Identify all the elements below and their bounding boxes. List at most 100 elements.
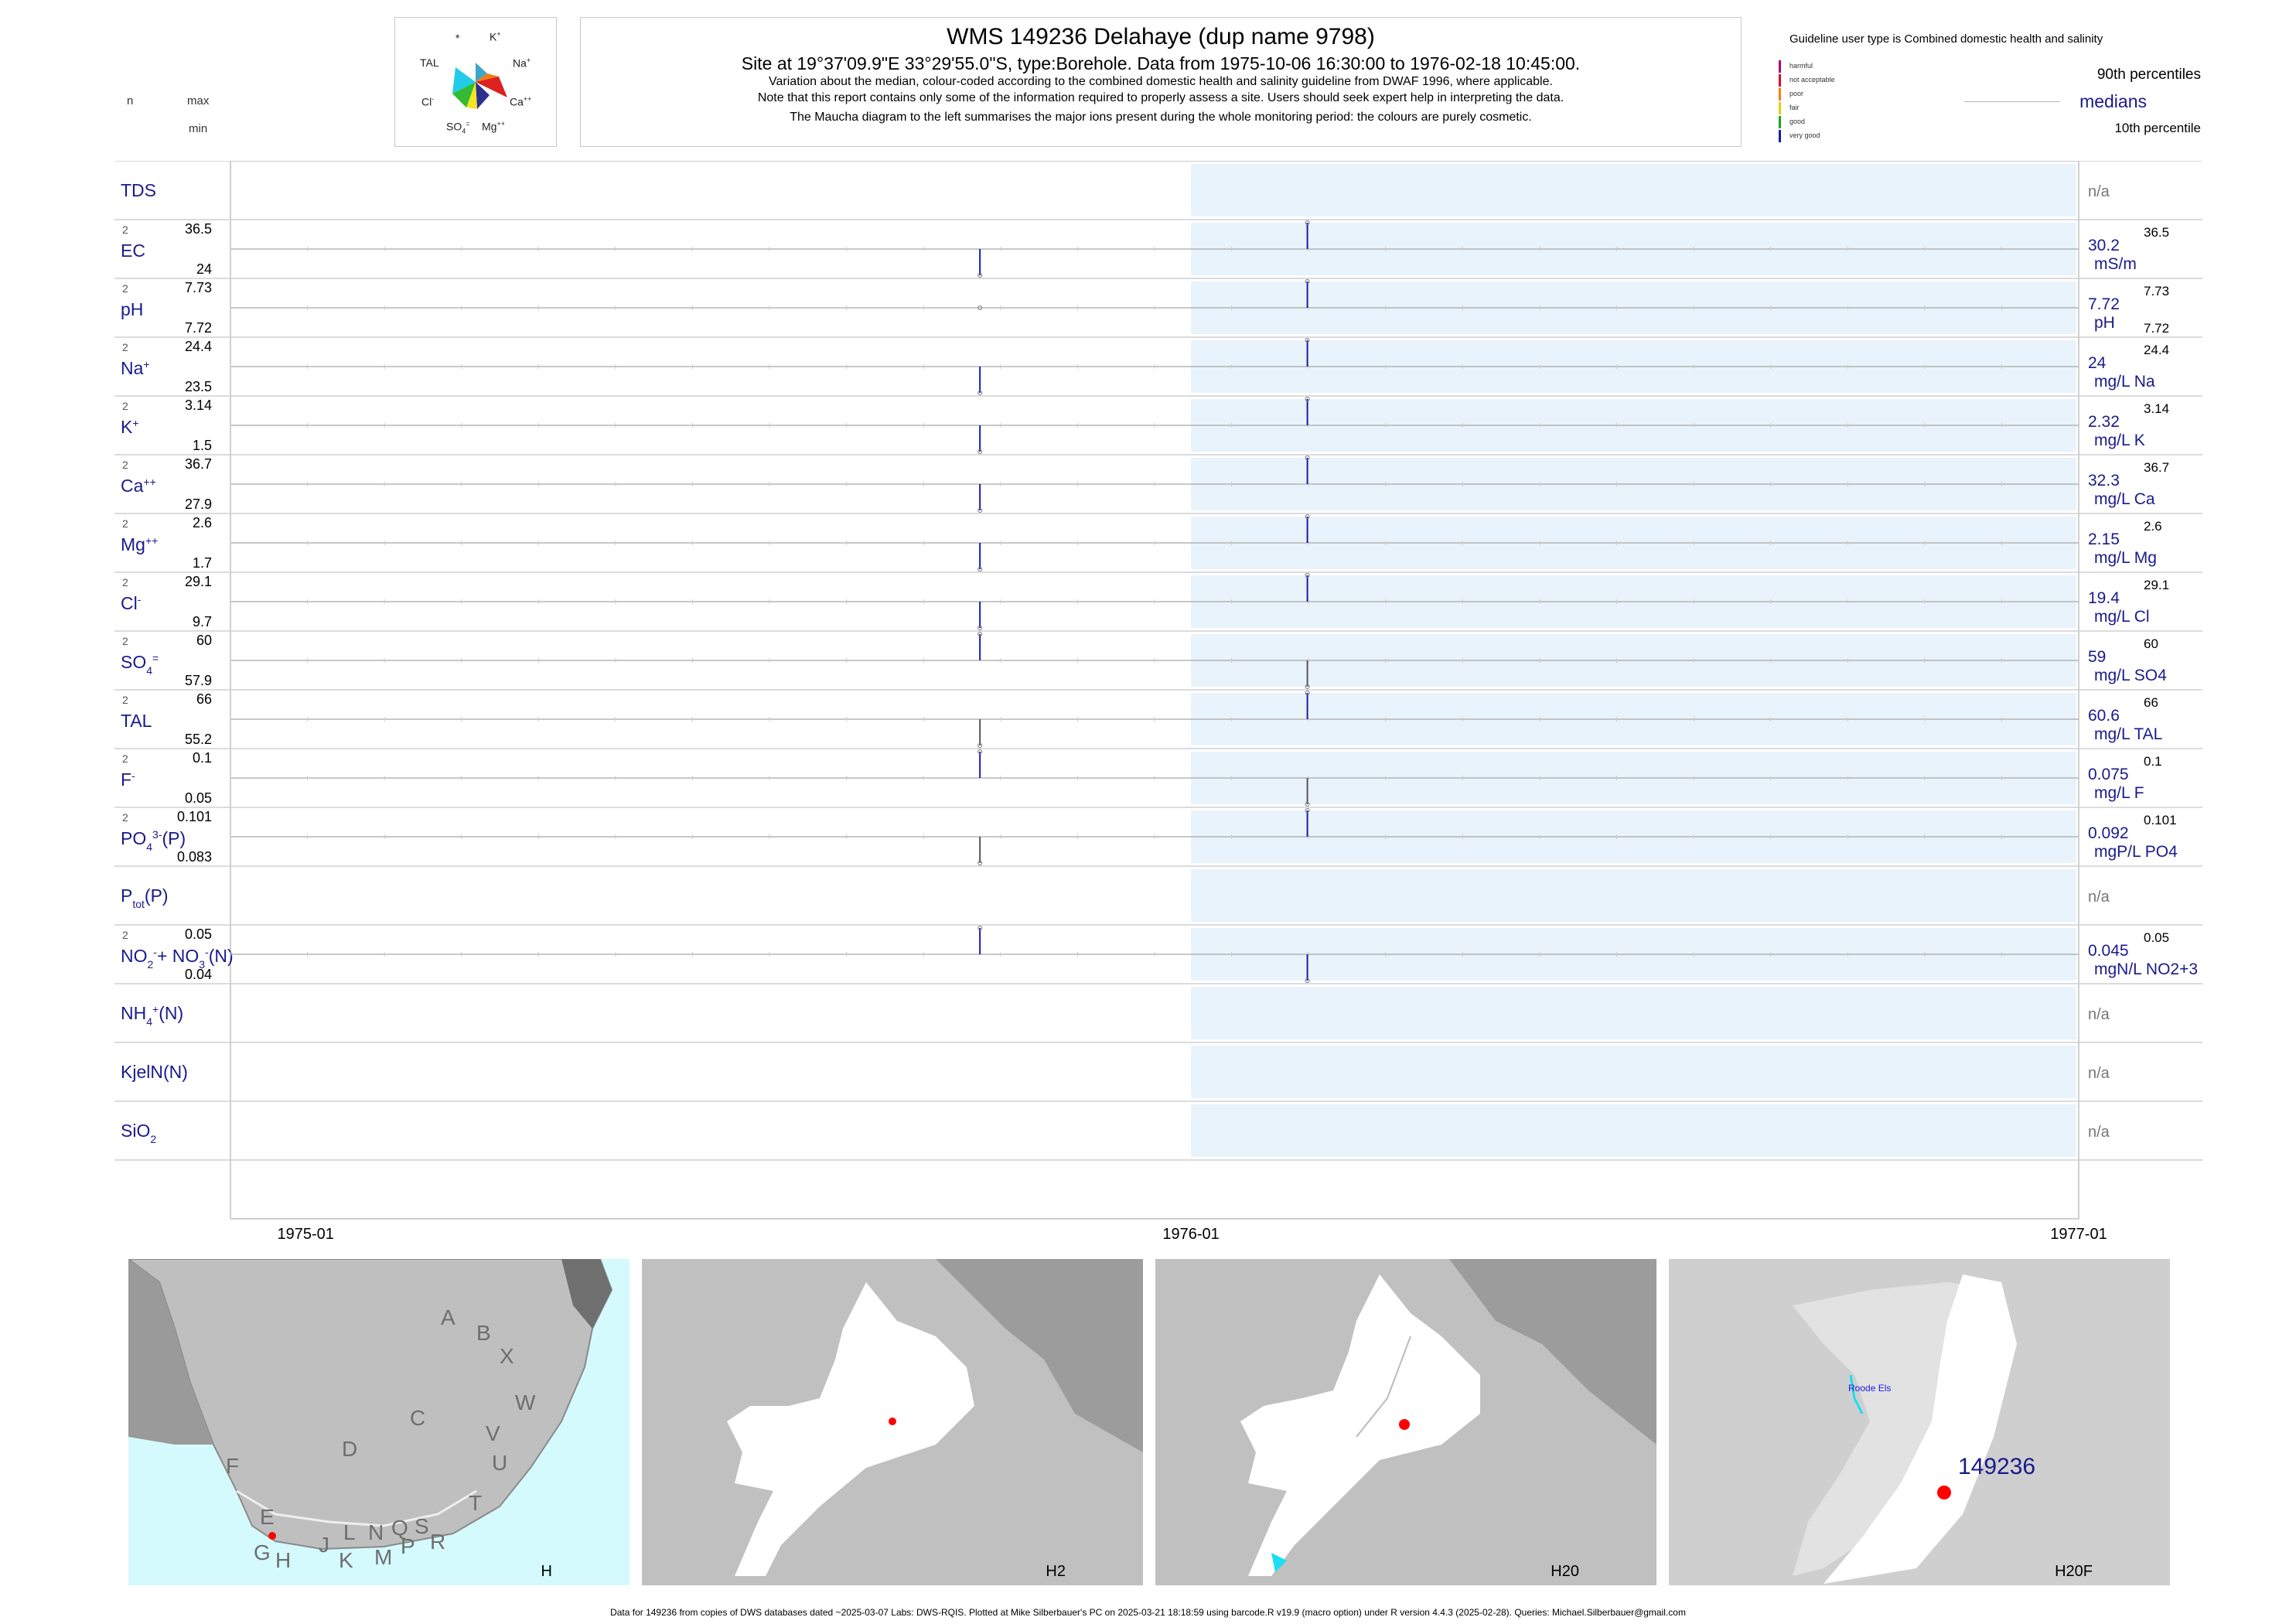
sample-point-tal-0 xyxy=(977,743,983,748)
sample-point-so-1 xyxy=(1305,684,1310,689)
maucha-label-mg: Mg++ xyxy=(482,120,505,133)
guideline-swatch-not-acceptable xyxy=(1779,74,1781,87)
param-label-na: Na+ xyxy=(121,358,150,378)
min-value-so: 57.9 xyxy=(185,673,212,688)
page-title: WMS 149236 Delahaye (dup name 9798) xyxy=(947,24,1375,49)
guideline-label-very-good: very good xyxy=(1789,131,1820,139)
sample-point-ca-0 xyxy=(977,508,983,513)
param-label-tds: TDS xyxy=(121,180,156,200)
median-value-mg: 2.15 xyxy=(2088,531,2120,548)
min-value-na: 23.5 xyxy=(185,379,212,394)
right-max-cl: 29.1 xyxy=(2144,578,2169,592)
median-value-cl: 19.4 xyxy=(2088,589,2120,607)
param-label-tal: TAL xyxy=(121,711,152,731)
catchment-letter-w: W xyxy=(515,1390,536,1414)
site-number-label: 149236 xyxy=(1958,1454,2036,1479)
max-value-po: 0.101 xyxy=(177,809,212,824)
guideline-label-good: good xyxy=(1789,118,1806,125)
right-max-na: 24.4 xyxy=(2144,343,2169,357)
unit-label-no: mgN/L NO2+3 xyxy=(2094,960,2198,978)
maucha-tal-segment xyxy=(452,67,476,94)
min-value-mg: 1.7 xyxy=(193,555,212,571)
max-value-ph: 7.73 xyxy=(185,280,212,295)
map-panel-h2: H2 xyxy=(642,1259,1143,1585)
catchment-letter-r: R xyxy=(430,1530,446,1554)
median-value-po: 0.092 xyxy=(2088,824,2129,842)
n-value-ca: 2 xyxy=(122,459,128,471)
header-legend-labels: n max min xyxy=(116,85,263,147)
catchment-letter-g: G xyxy=(254,1540,271,1564)
shade-band-16 xyxy=(1191,1104,2076,1157)
sample-point-ec-0 xyxy=(977,273,983,278)
maucha-star-icon xyxy=(452,63,507,109)
min-value-ec: 24 xyxy=(196,261,212,277)
n-value-mg: 2 xyxy=(122,517,128,530)
right-max-mg: 2.6 xyxy=(2144,519,2162,534)
n-value-f: 2 xyxy=(122,752,128,765)
median-value-ca: 32.3 xyxy=(2088,472,2120,490)
right-max-no: 0.05 xyxy=(2144,930,2169,945)
x-tick-label-0: 1975-01 xyxy=(278,1226,334,1243)
catchment-letter-b: B xyxy=(476,1321,491,1345)
right-max-f: 0.1 xyxy=(2144,754,2162,769)
sample-point-tal-1 xyxy=(1305,691,1310,695)
catchment-letter-p: P xyxy=(401,1534,415,1558)
site-subtitle: Site at 19°37'09.9"E 33°29'55.0"S, type:… xyxy=(741,53,1581,73)
right-max-k: 3.14 xyxy=(2144,401,2169,416)
param-label-ec: EC xyxy=(121,241,145,261)
title-panel: WMS 149236 Delahaye (dup name 9798) Site… xyxy=(580,17,1742,147)
maucha-mg-segment xyxy=(476,82,490,109)
param-label-mg: Mg++ xyxy=(121,534,158,554)
sample-point-cl-0 xyxy=(977,626,983,630)
min-value-k: 1.5 xyxy=(193,438,212,453)
param-label-no: NO2-+ NO3-(N) xyxy=(121,946,234,971)
median-value-tal: 60.6 xyxy=(2088,707,2120,725)
guideline-label-harmful: harmful xyxy=(1789,62,1813,70)
guideline-label-poor: poor xyxy=(1789,90,1804,97)
maucha-cl-segment xyxy=(452,82,476,107)
x-tick-label-2: 1977-01 xyxy=(2050,1226,2107,1243)
sample-point-f-0 xyxy=(977,749,983,754)
shade-band-14 xyxy=(1191,987,2076,1039)
barcode-chart-svg: TDS n/a EC 2 36.5 24 30.2mS/m 36.5 pH 2 7.73 7.72 7.… xyxy=(114,161,2202,1243)
param-label-ph: pH xyxy=(121,299,143,319)
min-value-po: 0.083 xyxy=(177,849,212,865)
max-value-so: 60 xyxy=(196,633,212,648)
catchment-letter-s: S xyxy=(415,1514,429,1538)
guideline-title: Guideline user type is Combined domestic… xyxy=(1789,32,2103,46)
map-label-h: H xyxy=(541,1563,552,1580)
description-line-3: The Maucha diagram to the left summarise… xyxy=(790,111,1532,124)
catchment-letter-l: L xyxy=(343,1520,356,1544)
maucha-label-ca: Ca++ xyxy=(510,95,532,108)
na-label-kjelnn: n/a xyxy=(2088,1065,2110,1082)
param-label-nh: NH4+(N) xyxy=(121,1003,183,1028)
maucha-label-so4: SO4= xyxy=(446,120,470,135)
min-value-f: 0.05 xyxy=(185,790,212,806)
maucha-diagram: * K+ TAL Na+ Cl- Ca++ SO4= Mg++ xyxy=(394,17,557,147)
sample-point-so-0 xyxy=(977,632,983,636)
maucha-label-cl: Cl- xyxy=(421,95,435,108)
shade-band-0 xyxy=(1191,164,2076,217)
catchment-letter-x: X xyxy=(500,1344,514,1368)
map-panel-h20: H20 xyxy=(1155,1259,1656,1585)
map-label-h20: H20 xyxy=(1551,1563,1579,1580)
sample-point-mg-0 xyxy=(977,567,983,571)
catchment-letter-v: V xyxy=(486,1421,500,1445)
param-label-f: F- xyxy=(121,769,135,790)
unit-label-ph: pH xyxy=(2094,314,2115,332)
unit-label-mg: mg/L Mg xyxy=(2094,549,2157,567)
na-label-nh: n/a xyxy=(2088,1006,2110,1023)
shade-band-15 xyxy=(1191,1046,2076,1098)
param-label-k: K+ xyxy=(121,417,139,437)
max-value-no: 0.05 xyxy=(185,926,212,942)
maucha-label-k: K+ xyxy=(490,30,501,43)
maucha-label-tal: TAL xyxy=(420,56,439,69)
unit-label-na: mg/L Na xyxy=(2094,373,2155,391)
na-label-p: n/a xyxy=(2088,889,2110,906)
catchment-letter-t: T xyxy=(469,1491,483,1515)
catchment-letter-d: D xyxy=(342,1437,358,1461)
n-value-cl: 2 xyxy=(122,576,128,589)
sample-point-mg-1 xyxy=(1305,514,1310,519)
sample-point-no-1 xyxy=(1305,978,1310,983)
